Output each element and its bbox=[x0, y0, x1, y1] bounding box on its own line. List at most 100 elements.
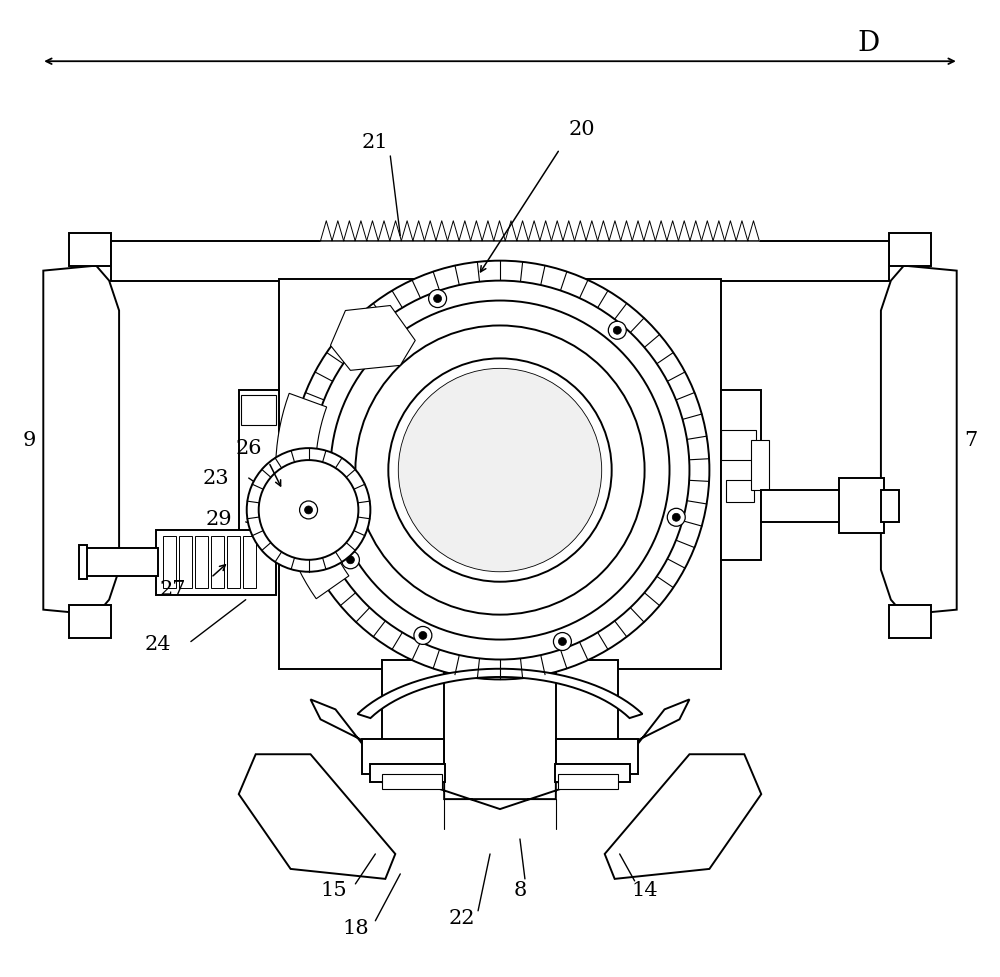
Polygon shape bbox=[332, 221, 344, 240]
Bar bbox=[111, 240, 889, 280]
Polygon shape bbox=[448, 221, 459, 240]
Polygon shape bbox=[598, 221, 609, 240]
Bar bbox=[239, 390, 279, 560]
Circle shape bbox=[672, 513, 680, 522]
Bar bbox=[556, 659, 618, 769]
Bar bbox=[839, 478, 884, 532]
Text: 7: 7 bbox=[964, 431, 977, 449]
Circle shape bbox=[558, 638, 566, 646]
Polygon shape bbox=[471, 221, 482, 240]
Polygon shape bbox=[330, 306, 415, 370]
Text: D: D bbox=[858, 29, 880, 57]
Polygon shape bbox=[702, 221, 713, 240]
Bar bbox=[555, 764, 630, 783]
Bar bbox=[227, 535, 240, 588]
Text: 23: 23 bbox=[202, 469, 229, 488]
Circle shape bbox=[398, 368, 602, 572]
Text: 26: 26 bbox=[235, 439, 262, 457]
Polygon shape bbox=[736, 221, 748, 240]
Bar bbox=[69, 233, 111, 266]
Text: 22: 22 bbox=[449, 910, 475, 928]
Polygon shape bbox=[605, 754, 761, 879]
Polygon shape bbox=[276, 394, 349, 599]
Bar bbox=[79, 545, 87, 578]
Circle shape bbox=[388, 359, 612, 581]
Circle shape bbox=[316, 497, 324, 506]
Bar bbox=[179, 535, 192, 588]
Polygon shape bbox=[459, 221, 471, 240]
Polygon shape bbox=[367, 221, 378, 240]
Bar bbox=[556, 740, 638, 774]
Polygon shape bbox=[358, 669, 642, 718]
Bar bbox=[558, 774, 618, 789]
Circle shape bbox=[291, 261, 709, 679]
Circle shape bbox=[608, 321, 626, 339]
Circle shape bbox=[355, 325, 645, 615]
Bar bbox=[370, 764, 445, 783]
Polygon shape bbox=[632, 221, 644, 240]
Polygon shape bbox=[239, 754, 395, 879]
Circle shape bbox=[419, 631, 427, 639]
Circle shape bbox=[305, 506, 313, 514]
Text: 14: 14 bbox=[631, 881, 658, 901]
Polygon shape bbox=[424, 221, 436, 240]
Polygon shape bbox=[690, 221, 702, 240]
Bar bbox=[881, 490, 899, 522]
Bar bbox=[241, 396, 276, 425]
Bar bbox=[279, 278, 721, 669]
Bar bbox=[761, 490, 841, 522]
Circle shape bbox=[259, 460, 358, 560]
Polygon shape bbox=[321, 221, 332, 240]
Text: 9: 9 bbox=[23, 431, 36, 449]
Polygon shape bbox=[667, 221, 678, 240]
Polygon shape bbox=[517, 221, 528, 240]
Polygon shape bbox=[725, 221, 736, 240]
Bar bbox=[211, 535, 224, 588]
Polygon shape bbox=[609, 221, 621, 240]
Circle shape bbox=[553, 632, 571, 651]
Circle shape bbox=[330, 301, 670, 640]
Polygon shape bbox=[713, 221, 725, 240]
Polygon shape bbox=[378, 221, 390, 240]
Polygon shape bbox=[528, 221, 540, 240]
Circle shape bbox=[300, 501, 318, 519]
Circle shape bbox=[429, 289, 447, 308]
Polygon shape bbox=[43, 266, 119, 615]
Bar bbox=[751, 440, 769, 490]
Bar bbox=[889, 233, 931, 266]
Bar bbox=[69, 605, 111, 638]
Bar bbox=[362, 740, 444, 774]
Bar bbox=[726, 480, 754, 502]
Polygon shape bbox=[344, 221, 355, 240]
Polygon shape bbox=[436, 221, 448, 240]
Text: 8: 8 bbox=[513, 881, 527, 901]
Circle shape bbox=[341, 551, 359, 569]
Circle shape bbox=[667, 508, 685, 527]
Bar bbox=[156, 530, 276, 595]
Circle shape bbox=[613, 326, 621, 334]
Bar bbox=[243, 535, 256, 588]
Bar bbox=[83, 548, 158, 575]
Circle shape bbox=[414, 626, 432, 645]
Polygon shape bbox=[355, 221, 367, 240]
Polygon shape bbox=[575, 221, 586, 240]
Polygon shape bbox=[494, 221, 505, 240]
Text: 20: 20 bbox=[568, 119, 595, 139]
Polygon shape bbox=[563, 221, 575, 240]
Circle shape bbox=[346, 556, 354, 564]
Bar bbox=[382, 774, 442, 789]
Bar bbox=[889, 605, 931, 638]
Text: 18: 18 bbox=[342, 919, 369, 938]
Polygon shape bbox=[540, 221, 551, 240]
Polygon shape bbox=[401, 221, 413, 240]
Polygon shape bbox=[482, 221, 494, 240]
Polygon shape bbox=[505, 221, 517, 240]
Polygon shape bbox=[881, 266, 957, 615]
Text: 15: 15 bbox=[320, 881, 347, 901]
Circle shape bbox=[247, 448, 370, 572]
Bar bbox=[721, 430, 756, 460]
Polygon shape bbox=[586, 221, 598, 240]
Bar bbox=[382, 659, 444, 769]
Bar bbox=[721, 390, 761, 560]
Polygon shape bbox=[551, 221, 563, 240]
